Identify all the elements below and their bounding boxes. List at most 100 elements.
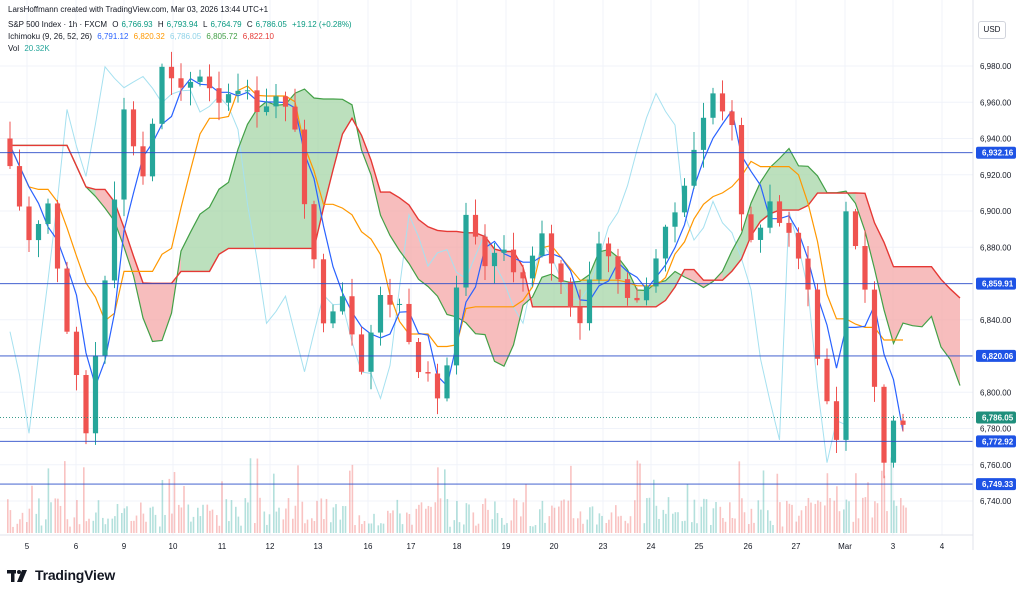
candle-body — [26, 206, 32, 241]
volume-bar — [475, 525, 477, 533]
volume-bar — [541, 500, 544, 533]
candle-body — [178, 78, 184, 88]
volume-legend[interactable]: Vol 20.32K — [8, 44, 53, 54]
volume-bar — [292, 518, 294, 533]
symbol-line: S&P 500 Index · 1h · FXCM O 6,766.93 H 6,7… — [8, 20, 355, 30]
volume-bar — [862, 497, 864, 533]
volume-bar — [570, 465, 572, 533]
ohlc-open-value: 6,766.93 — [121, 20, 153, 29]
volume-bar — [805, 505, 807, 533]
volume-bar — [586, 519, 589, 533]
candle-body — [510, 249, 517, 273]
price-tick-label: 6,760.00 — [980, 461, 1012, 470]
volume-bar — [589, 507, 591, 533]
volume-bar — [335, 504, 337, 533]
time-tick-label: 13 — [314, 542, 323, 551]
volume-bar — [779, 502, 781, 533]
volume-bar — [304, 523, 306, 533]
cloud-segment — [770, 158, 780, 214]
ohlc-high-value: 6,793.94 — [166, 20, 198, 29]
candle-body — [852, 211, 859, 247]
volume-bar — [237, 516, 240, 533]
volume-bar — [750, 508, 753, 533]
cloud-segment — [485, 236, 495, 362]
volume-bar — [97, 500, 100, 533]
time-tick-label: 17 — [407, 542, 416, 551]
volume-bar — [484, 498, 487, 533]
volume-bar — [437, 467, 439, 533]
volume-bar — [598, 513, 601, 533]
candle-body — [330, 311, 336, 324]
volume-bar — [278, 507, 280, 533]
volume-bar — [617, 516, 620, 533]
time-tick-label: 10 — [169, 542, 178, 551]
volume-bar — [696, 523, 698, 533]
volume-bar — [548, 516, 551, 533]
symbol-name[interactable]: S&P 500 Index · 1h · FXCM — [8, 20, 108, 29]
volume-bar — [729, 502, 731, 533]
volume-bar — [311, 518, 313, 533]
volume-bar — [349, 470, 351, 533]
volume-bar — [705, 499, 708, 533]
last-price-tag[interactable] — [976, 411, 1016, 424]
volume-bar — [715, 501, 717, 533]
volume-bar — [85, 521, 88, 533]
volume-bar — [653, 479, 655, 533]
volume-bar — [104, 524, 107, 533]
volume-bar — [636, 460, 639, 533]
price-tag-label: 6,786.05 — [982, 414, 1014, 423]
volume-bar — [9, 510, 12, 533]
volume-bar — [373, 513, 375, 533]
level-price-tag[interactable] — [976, 478, 1016, 491]
volume-bar — [230, 500, 233, 533]
volume-bar — [54, 498, 57, 533]
volume-bar — [344, 506, 347, 533]
volume-bar — [786, 500, 788, 533]
volume-bar — [741, 498, 743, 533]
candle-body — [577, 307, 583, 324]
volume-bar — [73, 517, 76, 533]
candle-body — [786, 222, 792, 233]
volume-bar — [206, 504, 209, 533]
volume-bar — [810, 502, 812, 533]
volume-bar — [370, 523, 373, 533]
cloud-segment — [874, 222, 884, 310]
level-price-tag[interactable] — [976, 146, 1016, 159]
level-price-tag[interactable] — [976, 277, 1016, 290]
volume-bar — [563, 499, 565, 533]
volume-bar — [135, 515, 138, 533]
volume-bar — [496, 513, 499, 533]
tradingview-logo[interactable]: TradingView — [7, 566, 115, 584]
volume-bar — [211, 509, 214, 533]
candle-body — [377, 295, 384, 333]
span-b-value: 6,822.10 — [242, 32, 274, 41]
level-price-tag[interactable] — [976, 435, 1016, 448]
candle-body — [130, 109, 137, 147]
volume-bar — [256, 458, 259, 533]
volume-bar — [458, 522, 461, 533]
volume-bar — [572, 518, 575, 533]
volume-bar — [95, 512, 97, 533]
cloud-segment — [428, 226, 438, 297]
volume-bar — [655, 505, 658, 533]
price-tick-label: 6,880.00 — [980, 243, 1012, 252]
volume-bar — [50, 502, 52, 533]
volume-bar — [693, 499, 696, 533]
level-price-tag[interactable] — [976, 349, 1016, 362]
ichimoku-legend[interactable]: Ichimoku (9, 26, 52, 26) 6,791.12 6,820.… — [8, 32, 277, 42]
volume-bar — [610, 512, 613, 533]
volume-bar — [871, 517, 874, 533]
currency-button[interactable]: USD — [978, 21, 1006, 39]
candle-body — [491, 252, 498, 267]
price-tag-label: 6,749.33 — [982, 480, 1014, 489]
volume-bar — [7, 499, 9, 533]
volume-bar — [28, 508, 31, 533]
cloud-segment — [200, 207, 210, 272]
volume-bar — [368, 523, 370, 533]
volume-bar — [824, 505, 826, 533]
volume-bar — [266, 524, 268, 533]
volume-bar — [596, 524, 598, 533]
volume-bar — [534, 525, 537, 533]
ohlc-close-value: 6,786.05 — [255, 20, 287, 29]
